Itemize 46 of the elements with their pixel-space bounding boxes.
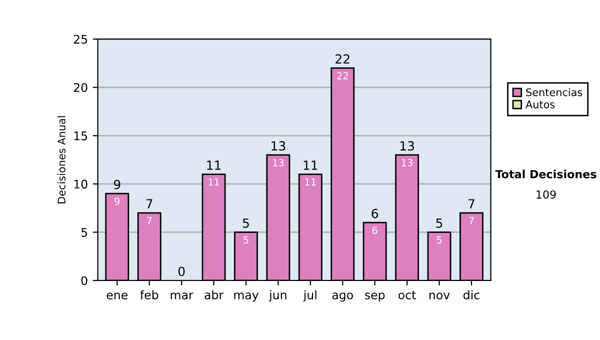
total-label: 6 [372,208,378,218]
y-axis-title: Decisiones Anual [57,116,66,204]
x-tick-label: ago [332,292,353,302]
data-label: 5 [244,236,248,244]
x-tick-label: may [234,292,258,302]
y-tick-label: 15 [74,132,88,140]
text: 109 [536,190,556,199]
y-tick-label: 0 [81,276,88,286]
total-label: 7 [468,199,474,208]
x-tick-label: jul [303,290,316,302]
data-label: 13 [273,159,284,166]
data-label: 13 [402,159,412,166]
total-label: 0 [178,266,185,276]
data-label: 6 [372,226,378,234]
total-label: 5 [242,218,249,228]
y-tick-label: 25 [74,34,88,44]
legend-label: Sentencias [526,88,582,96]
total-label: 5 [436,218,442,228]
x-tick-label: feb [140,290,158,300]
x-tick-label: dic [463,290,480,300]
data-label: 7 [469,217,474,224]
total-label: 22 [336,54,350,64]
y-tick-label: 10 [74,180,88,189]
total-label: 13 [272,141,286,151]
x-tick-label: jun [268,290,286,302]
total-label: 11 [207,160,221,170]
legend-label: Autos [526,100,555,108]
x-tick-label: mar [170,292,194,300]
data-label: 11 [208,178,220,186]
data-label: 22 [337,72,348,80]
total-label: 13 [400,141,414,151]
x-tick-label: nov [429,292,450,300]
y-tick-label: 20 [74,83,88,92]
total-label: 9 [114,180,120,190]
data-label: 9 [114,198,120,205]
data-label: 5 [436,236,442,244]
x-tick-label: abr [204,290,224,300]
total-label: 7 [146,199,152,208]
x-tick-label: ene [106,292,128,300]
data-label: 11 [305,178,316,186]
y-tick-label: 5 [81,228,88,237]
x-tick-label: sep [365,292,385,302]
text: Total Decisiones [495,170,596,178]
data-label: 7 [147,217,152,224]
total-label: 11 [304,160,318,170]
x-tick-label: oct [398,290,416,300]
